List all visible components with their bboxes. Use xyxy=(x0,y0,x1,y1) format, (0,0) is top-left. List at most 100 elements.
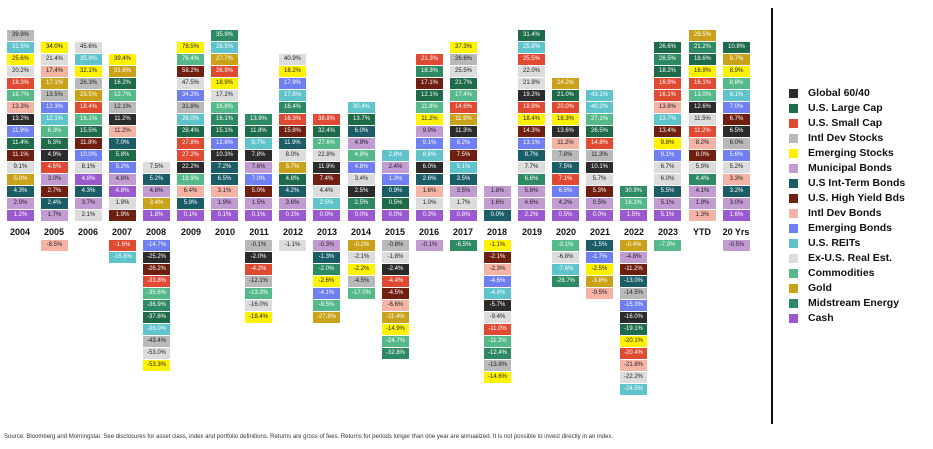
return-cell-negative: -38.0% xyxy=(143,324,170,335)
return-cell: 7.5% xyxy=(450,150,477,161)
return-cell: 1.9% xyxy=(689,198,716,209)
return-cell: 11.9% xyxy=(313,162,340,173)
return-cell-negative: -2.4% xyxy=(382,264,409,275)
return-cell: 1.5% xyxy=(620,210,647,221)
return-cell: 8.9% xyxy=(723,66,750,77)
return-cell-negative: -13.0% xyxy=(620,276,647,287)
return-cell: 1.8% xyxy=(143,210,170,221)
legend-swatch xyxy=(789,133,798,143)
return-cell: 4.9% xyxy=(348,138,375,149)
return-cell-negative: -14.5% xyxy=(620,288,647,299)
return-cell: 31.4% xyxy=(518,30,545,41)
return-cell: 11.8% xyxy=(75,138,102,149)
year-label: 2011 xyxy=(249,227,269,237)
return-cell: 16.1% xyxy=(75,114,102,125)
return-cell: 3.3% xyxy=(723,174,750,185)
return-cell: 1.5% xyxy=(245,198,272,209)
return-cell-negative: -4.4% xyxy=(382,276,409,287)
return-cell: 3.2% xyxy=(723,186,750,197)
return-cell: 1.9% xyxy=(109,198,136,209)
year-label: 2021 xyxy=(589,227,611,237)
return-cell: 3.4% xyxy=(143,198,170,209)
return-cell: 1.2% xyxy=(7,210,34,221)
return-cell-negative: -35.6% xyxy=(143,288,170,299)
return-cell: 0.1% xyxy=(177,210,204,221)
return-cell: 32.1% xyxy=(75,66,102,77)
return-cell: 1.3% xyxy=(382,174,409,185)
return-cell-negative: -14.7% xyxy=(143,240,170,251)
return-cell: 18.9% xyxy=(211,78,238,89)
legend-label: U.S Int-Term Bonds xyxy=(808,177,906,189)
return-cell: 11.5% xyxy=(689,114,716,125)
legend-swatch xyxy=(789,313,798,323)
legend-item: U.S. Small Cap xyxy=(789,116,882,130)
return-cell: 1.3% xyxy=(689,210,716,221)
return-cell: 11.1% xyxy=(7,150,34,161)
return-cell-negative: -0.5% xyxy=(723,240,750,251)
legend-label: Commodities xyxy=(808,267,875,279)
return-cell: 25.5% xyxy=(518,54,545,65)
legend-item: Midstream Energy xyxy=(789,296,899,310)
year-label: 2013 xyxy=(316,227,338,237)
return-cell: 13.4% xyxy=(654,126,681,137)
return-cell: 31.6% xyxy=(109,66,136,77)
return-cell: 2.9% xyxy=(7,198,34,209)
return-cell: 3.5% xyxy=(450,174,477,185)
return-cell: 8.1% xyxy=(723,90,750,101)
return-cell: 4.3% xyxy=(7,186,34,197)
return-cell: 43.1% xyxy=(586,90,613,101)
return-cell: 18.4% xyxy=(518,114,545,125)
return-cell: 34.0% xyxy=(41,42,68,53)
return-cell: 15.5% xyxy=(75,126,102,137)
return-cell: 2.4% xyxy=(382,162,409,173)
legend-swatch xyxy=(789,148,798,158)
return-cell: 17.8% xyxy=(279,90,306,101)
legend-item: U.S. High Yield Bds xyxy=(789,191,905,205)
return-cell: 7.2% xyxy=(211,162,238,173)
return-cell: 3.7% xyxy=(75,198,102,209)
return-cell: 18.6% xyxy=(689,54,716,65)
return-cell: 23.5% xyxy=(75,90,102,101)
return-cell-negative: -22.2% xyxy=(620,372,647,383)
return-cell: 13.7% xyxy=(348,114,375,125)
legend-label: Intl Dev Stocks xyxy=(808,132,884,144)
year-label: 2023 xyxy=(657,227,679,237)
legend-label: Global 60/40 xyxy=(808,87,870,99)
return-cell-negative: -0.4% xyxy=(620,240,647,251)
year-label: 2020 xyxy=(555,227,577,237)
return-cell: 2.5% xyxy=(348,186,375,197)
return-cell: 4.1% xyxy=(689,186,716,197)
return-cell-negative: -4.2% xyxy=(245,264,272,275)
return-cell: 13.6% xyxy=(552,126,579,137)
return-cell: 2.6% xyxy=(416,174,443,185)
legend-swatch xyxy=(789,178,798,188)
return-cell-negative: -2.6% xyxy=(313,276,340,287)
return-cell-negative: -26.2% xyxy=(143,264,170,275)
return-cell: 13.8% xyxy=(654,102,681,113)
return-cell: 1.0% xyxy=(416,198,443,209)
return-cell: 12.1% xyxy=(41,114,68,125)
return-cell: 45.6% xyxy=(75,42,102,53)
return-cell: 11.4% xyxy=(7,138,34,149)
return-cell: 7.0% xyxy=(245,174,272,185)
return-cell: 21.4% xyxy=(41,54,68,65)
return-cell: 5.0% xyxy=(7,174,34,185)
return-cell: 3.6% xyxy=(279,198,306,209)
return-cell: 4.4% xyxy=(689,174,716,185)
legend-item: U.S. REITs xyxy=(789,236,860,250)
year-label: 2017 xyxy=(452,227,474,237)
return-cell: 21.7% xyxy=(450,78,477,89)
year-label: 2015 xyxy=(384,227,406,237)
return-cell-negative: -4.8% xyxy=(484,288,511,299)
return-cell-negative: -37.6% xyxy=(143,312,170,323)
legend-swatch xyxy=(789,298,798,308)
return-cell: 5.7% xyxy=(586,174,613,185)
return-cell: 8.7% xyxy=(245,138,272,149)
return-cell: 4.8% xyxy=(348,150,375,161)
return-cell-negative: -2.5% xyxy=(586,264,613,275)
return-cell: 6.5% xyxy=(723,126,750,137)
legend-item: Municipal Bonds xyxy=(789,161,892,175)
return-cell-negative: -14.9% xyxy=(382,324,409,335)
return-cell: 16.7% xyxy=(7,90,34,101)
return-cell-negative: -9.5% xyxy=(586,288,613,299)
